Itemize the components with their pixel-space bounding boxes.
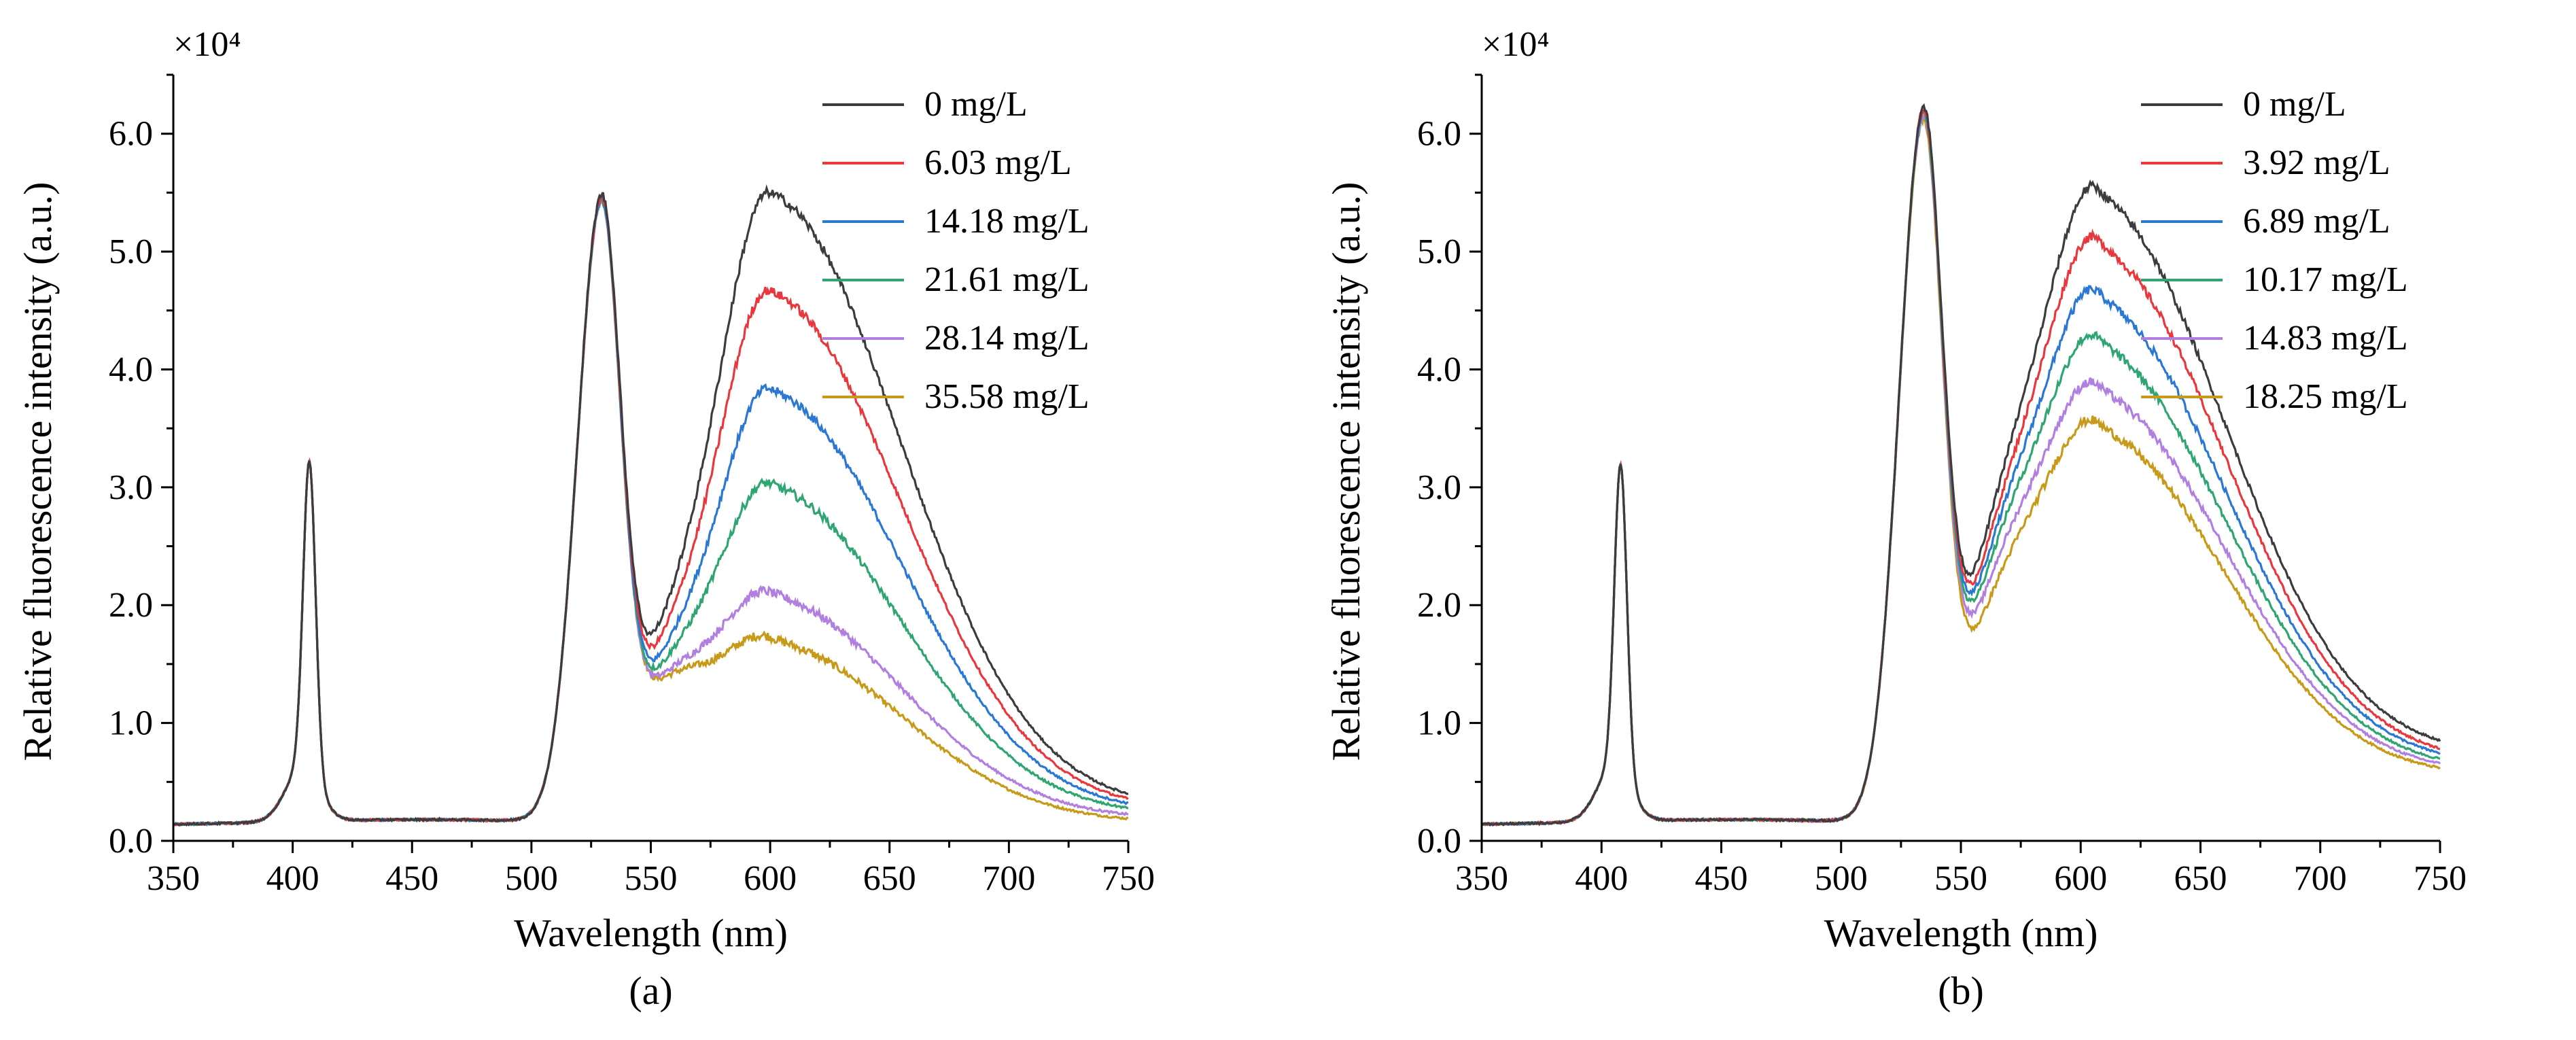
panel-b-ticks: 350 400 450 500 550 600 650 700 750 0.0 1.0 2.0 3.0 4… bbox=[1417, 73, 2467, 898]
panel-a-legend-label-2: 14.18 mg/L bbox=[924, 202, 1090, 241]
panel-b-y-tick-label: 6.0 bbox=[1417, 115, 1461, 154]
panel-b-multiplier: ×10⁴ bbox=[1482, 25, 1549, 64]
panel-a-x-tick-label: 500 bbox=[505, 859, 558, 898]
panel-b-legend-label-5: 18.25 mg/L bbox=[2243, 377, 2408, 416]
panel-b-legend-label-0: 0 mg/L bbox=[2243, 85, 2346, 124]
panel-b-legend-label-3: 10.17 mg/L bbox=[2243, 260, 2408, 299]
panel-b-x-tick-label: 700 bbox=[2294, 859, 2347, 898]
panel-a-x-tick-label: 750 bbox=[1102, 859, 1155, 898]
panel-a-y-tick-label: 6.0 bbox=[109, 115, 153, 154]
panel-a-legend-label-5: 35.58 mg/L bbox=[924, 377, 1090, 416]
panel-a-multiplier: ×10⁴ bbox=[173, 25, 241, 64]
panel-a-x-tick-label: 400 bbox=[266, 859, 319, 898]
panel-b-x-tick-label: 650 bbox=[2174, 859, 2227, 898]
panel-b-x-tick-label: 550 bbox=[1934, 859, 1987, 898]
panel-b-x-axis-title: Wavelength (nm) bbox=[1824, 911, 2098, 955]
panel-b-x-tick-label: 350 bbox=[1455, 859, 1508, 898]
panel-b-legend-label-2: 6.89 mg/L bbox=[2243, 202, 2390, 241]
panel-a-x-tick-label: 350 bbox=[147, 859, 200, 898]
panel-a-series-line-0 bbox=[173, 184, 1129, 827]
panel-a-legend-label-4: 28.14 mg/L bbox=[924, 319, 1090, 358]
panel-a-label: (a) bbox=[629, 969, 672, 1013]
panel-a-ticks: 350 400 450 500 550 600 650 700 750 0.0 1.0 2.0 3.0 4… bbox=[109, 73, 1155, 898]
panel-a-x-tick-label: 650 bbox=[863, 859, 916, 898]
panel-b-legend-label-4: 14.83 mg/L bbox=[2243, 319, 2408, 358]
panel-b-y-tick-label: 4.0 bbox=[1417, 350, 1461, 389]
panel-a-x-tick-label: 700 bbox=[982, 859, 1035, 898]
panel-a-x-tick-label: 550 bbox=[625, 859, 678, 898]
panel-a-y-tick-label: 0.0 bbox=[109, 822, 153, 861]
panel-b-y-tick-label: 5.0 bbox=[1417, 232, 1461, 271]
panel-b-x-tick-label: 750 bbox=[2414, 859, 2467, 898]
panel-b-series-line-0 bbox=[1481, 103, 2441, 827]
panel-a-lines bbox=[173, 184, 1129, 827]
panel-b-x-tick-label: 450 bbox=[1695, 859, 1748, 898]
panel-b-legend: 0 mg/L 3.92 mg/L 6.89 mg/L 10.17 mg/L 14.83 … bbox=[2141, 85, 2408, 416]
panel-b-y-tick-label: 2.0 bbox=[1417, 586, 1461, 625]
panel-b-y-tick-label: 0.0 bbox=[1417, 822, 1461, 861]
panel-a-y-tick-label: 5.0 bbox=[109, 232, 153, 271]
chart-panel-a: 350 400 450 500 550 600 650 700 750 0.0 1.0 2.0 3.0 4… bbox=[16, 25, 1155, 1013]
panel-a-legend-label-0: 0 mg/L bbox=[924, 85, 1028, 124]
panel-b-x-tick-label: 400 bbox=[1575, 859, 1628, 898]
panel-a-legend: 0 mg/L 6.03 mg/L 14.18 mg/L 21.61 mg/L 28.14… bbox=[822, 85, 1090, 416]
panel-a-y-tick-label: 2.0 bbox=[109, 586, 153, 625]
panel-b-y-tick-label: 3.0 bbox=[1417, 468, 1461, 507]
panel-a-y-axis-title: Relative fluorescence intensity (a.u.) bbox=[16, 182, 60, 761]
panel-b-legend-label-1: 3.92 mg/L bbox=[2243, 143, 2390, 182]
panel-a-x-tick-label: 600 bbox=[744, 859, 797, 898]
panel-b-y-axis-title: Relative fluorescence intensity (a.u.) bbox=[1324, 182, 1368, 761]
panel-a-y-tick-label: 1.0 bbox=[109, 704, 153, 743]
panel-b-label: (b) bbox=[1938, 969, 1984, 1013]
panel-a-x-axis-title: Wavelength (nm) bbox=[514, 911, 788, 955]
panel-a-x-tick-label: 450 bbox=[385, 859, 438, 898]
chart-panel-b: 350 400 450 500 550 600 650 700 750 0.0 1.0 2.0 3.0 4… bbox=[1324, 25, 2467, 1013]
panel-b-x-tick-label: 500 bbox=[1815, 859, 1868, 898]
panel-a-y-tick-label: 4.0 bbox=[109, 350, 153, 389]
panel-b-y-tick-label: 1.0 bbox=[1417, 704, 1461, 743]
panel-a-legend-label-1: 6.03 mg/L bbox=[924, 143, 1072, 182]
panel-a-legend-label-3: 21.61 mg/L bbox=[924, 260, 1090, 299]
panel-b-lines bbox=[1481, 103, 2441, 827]
panel-b-x-tick-label: 600 bbox=[2054, 859, 2107, 898]
panel-a-y-tick-label: 3.0 bbox=[109, 468, 153, 507]
